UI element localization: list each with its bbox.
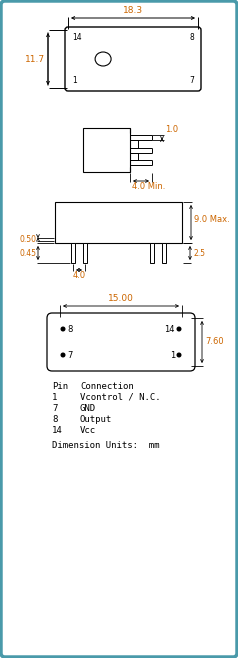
Bar [55, 202, 182, 243]
Text: 1.0: 1.0 [165, 125, 178, 134]
Text: Pin: Pin [52, 382, 68, 391]
Text: 14: 14 [52, 426, 63, 435]
Bar [83, 128, 130, 172]
Text: 9.0 Max.: 9.0 Max. [194, 215, 230, 224]
Text: 0.45: 0.45 [19, 249, 36, 257]
Text: 11.7: 11.7 [25, 55, 45, 64]
Text: 7: 7 [189, 76, 194, 85]
FancyBboxPatch shape [65, 27, 201, 91]
Text: GND: GND [80, 404, 96, 413]
Text: 2.5: 2.5 [193, 249, 205, 257]
Text: 7: 7 [67, 351, 72, 359]
Text: 7: 7 [52, 404, 57, 413]
Text: 14: 14 [72, 33, 82, 42]
Bar [83, 243, 87, 263]
Text: Vcontrol / N.C.: Vcontrol / N.C. [80, 393, 161, 402]
Text: 14: 14 [164, 324, 175, 334]
Bar [162, 243, 166, 263]
Text: Output: Output [80, 415, 112, 424]
Text: Vcc: Vcc [80, 426, 96, 435]
Text: 1: 1 [170, 351, 175, 359]
Text: 1: 1 [72, 76, 77, 85]
FancyBboxPatch shape [47, 313, 195, 371]
Text: 15.00: 15.00 [108, 294, 134, 303]
Text: 4.0 Min.: 4.0 Min. [132, 182, 166, 191]
Bar [150, 243, 154, 263]
Text: 4.0: 4.0 [72, 271, 86, 280]
Text: Connection: Connection [80, 382, 134, 391]
Ellipse shape [95, 52, 111, 66]
Text: 8: 8 [67, 324, 72, 334]
Text: 1: 1 [52, 393, 57, 402]
Text: 7.60: 7.60 [205, 338, 224, 347]
Text: Dimension Units:  mm: Dimension Units: mm [52, 441, 159, 450]
Text: 8: 8 [52, 415, 57, 424]
Circle shape [61, 353, 65, 357]
Text: 0.50: 0.50 [19, 235, 36, 243]
Circle shape [177, 353, 181, 357]
Circle shape [177, 327, 181, 331]
Text: 18.3: 18.3 [123, 6, 143, 15]
Bar [71, 243, 75, 263]
Text: 8: 8 [189, 33, 194, 42]
Circle shape [61, 327, 65, 331]
